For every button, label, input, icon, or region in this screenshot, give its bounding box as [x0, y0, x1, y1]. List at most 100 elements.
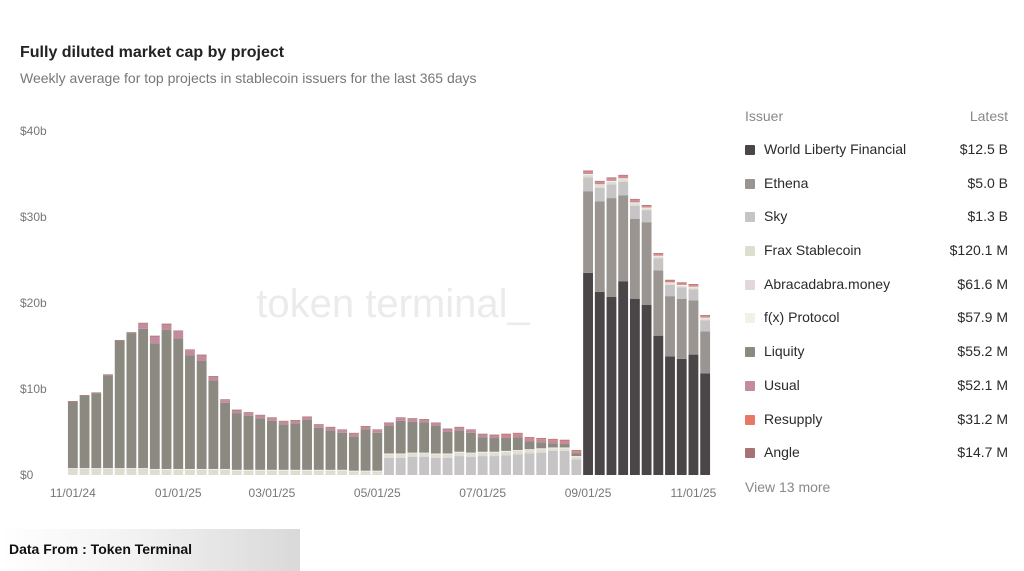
bar-segment[interactable] [149, 335, 160, 337]
bar-stack[interactable] [138, 322, 149, 475]
bar-segment[interactable] [641, 204, 652, 206]
bar-segment[interactable] [641, 209, 652, 211]
bar-segment[interactable] [173, 331, 184, 339]
bar-segment[interactable] [196, 471, 207, 475]
bar-segment[interactable] [67, 471, 78, 475]
bar-segment[interactable] [489, 438, 500, 452]
bar-segment[interactable] [161, 468, 172, 470]
bar-segment[interactable] [618, 180, 629, 182]
bar-stack[interactable] [594, 180, 605, 475]
bar-segment[interactable] [676, 298, 687, 359]
bar-segment[interactable] [548, 443, 558, 448]
bar-segment[interactable] [524, 449, 535, 451]
bar-segment[interactable] [641, 210, 652, 223]
bar-stack[interactable] [641, 204, 652, 475]
bar-segment[interactable] [407, 452, 418, 454]
bar-segment[interactable] [208, 471, 219, 475]
bar-segment[interactable] [548, 450, 558, 475]
bar-segment[interactable] [688, 287, 699, 289]
bar-segment[interactable] [419, 455, 430, 457]
bar-stack[interactable] [583, 170, 593, 475]
bar-stack[interactable] [454, 426, 465, 475]
bar-segment[interactable] [348, 473, 359, 475]
bar-segment[interactable] [512, 434, 523, 438]
bar-segment[interactable] [313, 470, 324, 473]
bar-segment[interactable] [665, 281, 675, 283]
bar-segment[interactable] [676, 284, 687, 285]
bar-segment[interactable] [629, 203, 640, 205]
bar-stack[interactable] [91, 392, 102, 475]
bar-segment[interactable] [360, 470, 371, 472]
bar-segment[interactable] [149, 336, 160, 344]
bar-segment[interactable] [79, 395, 90, 396]
bar-stack[interactable] [243, 412, 254, 475]
bar-segment[interactable] [559, 450, 570, 475]
bar-segment[interactable] [138, 468, 149, 472]
bar-segment[interactable] [231, 409, 242, 411]
bar-segment[interactable] [337, 429, 348, 431]
bar-segment[interactable] [618, 281, 629, 476]
bar-segment[interactable] [466, 432, 476, 453]
bar-segment[interactable] [548, 439, 558, 441]
bar-stack[interactable] [79, 395, 90, 475]
bar-segment[interactable] [606, 180, 617, 182]
bar-segment[interactable] [302, 416, 312, 418]
bar-segment[interactable] [407, 418, 418, 420]
bar-segment[interactable] [278, 472, 289, 475]
bar-stack[interactable] [665, 279, 675, 475]
bar-segment[interactable] [79, 471, 90, 475]
bar-segment[interactable] [255, 418, 266, 470]
bar-segment[interactable] [676, 286, 687, 288]
bar-segment[interactable] [477, 452, 488, 455]
bar-segment[interactable] [571, 453, 582, 457]
bar-stack[interactable] [360, 425, 371, 475]
bar-segment[interactable] [594, 187, 605, 202]
bar-segment[interactable] [548, 449, 558, 451]
bar-segment[interactable] [594, 185, 605, 187]
bar-segment[interactable] [700, 315, 711, 317]
bar-segment[interactable] [384, 457, 394, 475]
bar-segment[interactable] [255, 469, 266, 471]
bar-segment[interactable] [337, 469, 348, 471]
bar-segment[interactable] [395, 418, 406, 421]
bar-stack[interactable] [325, 426, 336, 475]
bar-segment[interactable] [290, 470, 301, 473]
bar-segment[interactable] [477, 456, 488, 475]
bar-segment[interactable] [173, 338, 184, 469]
bar-segment[interactable] [618, 175, 629, 177]
bar-segment[interactable] [501, 451, 512, 454]
bar-segment[interactable] [700, 318, 711, 320]
bar-segment[interactable] [149, 343, 160, 469]
bar-segment[interactable] [255, 470, 266, 473]
bar-segment[interactable] [583, 174, 593, 176]
bar-segment[interactable] [665, 280, 675, 282]
bar-segment[interactable] [676, 283, 687, 285]
bar-segment[interactable] [501, 434, 512, 436]
bar-segment[interactable] [67, 401, 78, 402]
bar-segment[interactable] [501, 453, 512, 456]
bar-segment[interactable] [583, 191, 593, 273]
bar-segment[interactable] [466, 453, 476, 456]
bar-segment[interactable] [220, 402, 230, 469]
bar-segment[interactable] [559, 441, 570, 445]
bar-segment[interactable] [372, 429, 383, 431]
bar-segment[interactable] [337, 432, 348, 470]
bar-segment[interactable] [583, 272, 593, 475]
bar-segment[interactable] [700, 317, 711, 319]
bar-stack[interactable] [618, 174, 629, 476]
bar-stack[interactable] [173, 330, 184, 475]
bar-stack[interactable] [430, 422, 441, 475]
bar-segment[interactable] [185, 350, 195, 356]
bar-segment[interactable] [477, 451, 488, 453]
bar-segment[interactable] [419, 456, 430, 475]
bar-segment[interactable] [430, 456, 441, 458]
bar-segment[interactable] [325, 472, 336, 475]
bar-stack[interactable] [489, 434, 500, 475]
bar-segment[interactable] [442, 428, 453, 430]
bar-segment[interactable] [325, 469, 336, 471]
bar-segment[interactable] [138, 328, 149, 469]
bar-segment[interactable] [302, 470, 312, 473]
bar-segment[interactable] [477, 433, 488, 435]
bar-segment[interactable] [629, 200, 640, 203]
bar-segment[interactable] [302, 472, 312, 475]
